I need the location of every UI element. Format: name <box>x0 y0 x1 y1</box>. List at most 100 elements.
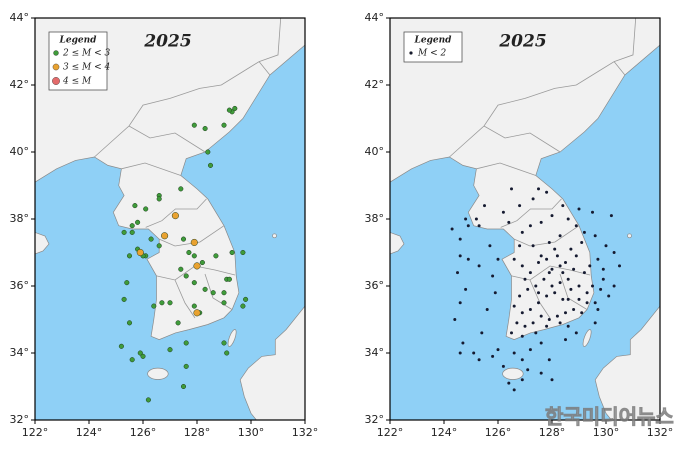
epicenter <box>132 203 138 209</box>
epicenter <box>582 271 586 275</box>
epicenter <box>558 321 562 325</box>
epicenter <box>191 253 197 259</box>
epicenter <box>531 321 535 325</box>
epicenter <box>596 257 600 261</box>
epicenter <box>593 234 597 238</box>
epicenter <box>593 321 597 325</box>
epicenter <box>553 291 557 295</box>
legend-marker <box>52 77 60 85</box>
epicenter <box>240 249 246 256</box>
epicenter <box>480 331 484 335</box>
y-tick-label: 36° <box>10 279 30 292</box>
epicenter <box>618 264 621 268</box>
epicenter <box>596 307 600 311</box>
epicenter <box>183 273 189 279</box>
epicenter <box>507 220 511 224</box>
epicenter <box>129 223 135 229</box>
epicenter <box>178 266 184 272</box>
epicenter <box>167 300 173 306</box>
epicenter <box>607 294 611 298</box>
epicenter <box>572 307 576 311</box>
epicenter <box>453 318 457 321</box>
epicenter <box>491 274 495 278</box>
epicenter <box>585 301 589 305</box>
epicenter <box>512 388 516 392</box>
epicenter <box>523 324 527 328</box>
epicenter <box>545 190 549 194</box>
y-tick-label: 34° <box>10 346 30 359</box>
epicenter <box>159 300 165 306</box>
epicenter <box>558 281 562 285</box>
epicenter <box>493 291 497 295</box>
epicenter <box>477 264 481 268</box>
epicenter <box>591 284 594 288</box>
x-tick-label: 122° <box>377 426 404 439</box>
epicenter <box>175 320 181 326</box>
epicenter <box>121 296 127 302</box>
y-tick-label: 42° <box>10 78 30 91</box>
epicenter <box>577 207 581 211</box>
epicenter <box>528 224 532 228</box>
epicenter <box>531 244 535 248</box>
epicenter <box>564 311 567 315</box>
epicenter <box>226 276 232 282</box>
epicenter <box>477 358 481 362</box>
x-tick-label: 132° <box>647 426 674 439</box>
y-tick-label: 40° <box>10 145 30 158</box>
epicenter <box>566 297 570 301</box>
epicenter <box>545 257 549 261</box>
epicenter <box>501 364 505 368</box>
epicenter <box>520 358 524 362</box>
epicenter <box>193 309 201 317</box>
epicenter <box>604 244 608 248</box>
x-tick-label: 122° <box>22 426 49 439</box>
epicenter <box>520 378 524 382</box>
epicenter <box>591 210 594 214</box>
map-title: 2025 <box>498 32 546 52</box>
epicenter <box>491 354 495 358</box>
y-tick-label: 40° <box>365 145 385 158</box>
x-tick-label: 126° <box>485 426 512 439</box>
epicenter <box>539 220 543 224</box>
epicenter <box>601 267 605 271</box>
epicenter <box>140 353 146 359</box>
epicenter <box>221 300 227 306</box>
epicenter <box>136 248 144 257</box>
epicenter <box>186 249 192 256</box>
epicenter <box>545 324 549 328</box>
epicenter <box>483 204 486 208</box>
epicenter <box>224 350 230 356</box>
epicenter <box>477 224 481 228</box>
epicenter <box>577 297 581 301</box>
x-tick-label: 124° <box>431 426 458 439</box>
epicenter <box>458 254 462 258</box>
epicenter <box>512 304 516 308</box>
epicenter <box>574 331 578 335</box>
epicenter <box>561 271 565 275</box>
epicenter <box>553 247 557 251</box>
epicenter <box>191 303 197 309</box>
epicenter <box>180 236 187 242</box>
epicenter <box>461 341 465 345</box>
x-tick-label: 130° <box>593 426 620 439</box>
epicenter <box>512 351 516 355</box>
epicenter <box>171 212 179 220</box>
epicenter <box>178 186 184 192</box>
epicenter <box>564 261 567 265</box>
y-tick-label: 34° <box>365 346 385 359</box>
epicenter <box>229 249 235 256</box>
epicenter <box>151 303 157 309</box>
legend-label: 2 ≤ M < 3 <box>62 49 110 59</box>
epicenter <box>520 334 524 338</box>
y-tick-label: 32° <box>365 413 385 426</box>
epicenter <box>572 267 576 271</box>
epicenter <box>547 240 551 244</box>
epicenter <box>464 287 468 291</box>
epicenter <box>129 357 135 363</box>
epicenter <box>161 232 169 240</box>
x-tick-label: 132° <box>292 426 319 439</box>
epicenter <box>515 321 519 325</box>
epicenter <box>593 301 597 305</box>
epicenter <box>501 210 505 214</box>
